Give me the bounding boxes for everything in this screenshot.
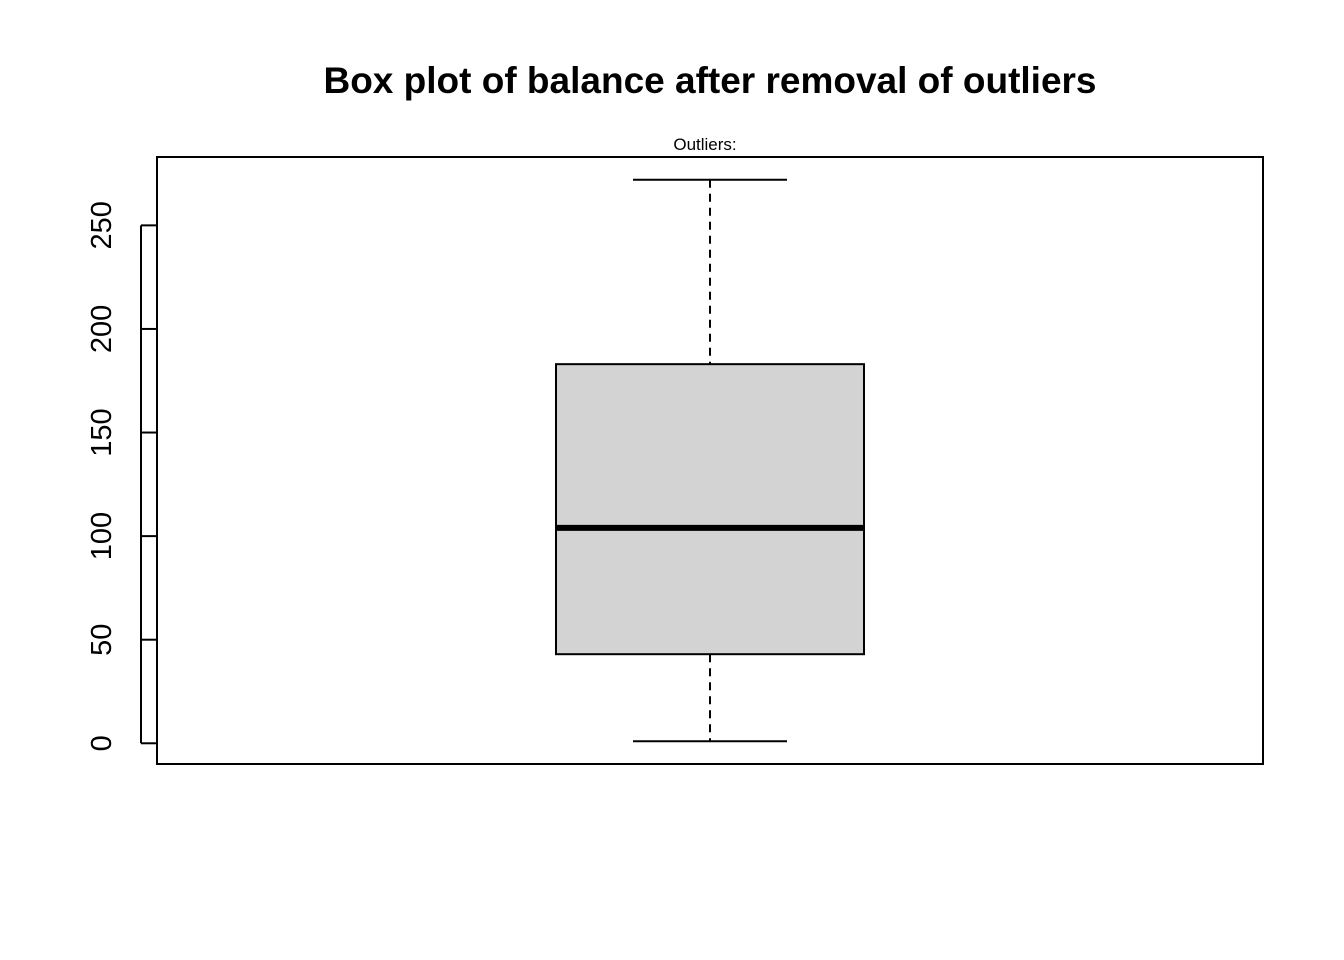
y-tick-label: 0 <box>86 735 118 751</box>
y-tick-label: 250 <box>86 201 118 249</box>
chart-subtitle: Outliers: <box>673 135 736 154</box>
y-axis-ticks: 0 50 100 150 200 250 <box>86 201 157 751</box>
y-tick-label: 150 <box>86 408 118 456</box>
y-tick-label: 100 <box>86 512 118 560</box>
y-tick-label: 200 <box>86 305 118 353</box>
interquartile-box <box>555 363 865 656</box>
plot-frame <box>156 156 1264 765</box>
y-tick-label: 50 <box>86 624 118 656</box>
box <box>555 178 865 743</box>
chart-title: Box plot of balance after removal of out… <box>323 60 1096 101</box>
